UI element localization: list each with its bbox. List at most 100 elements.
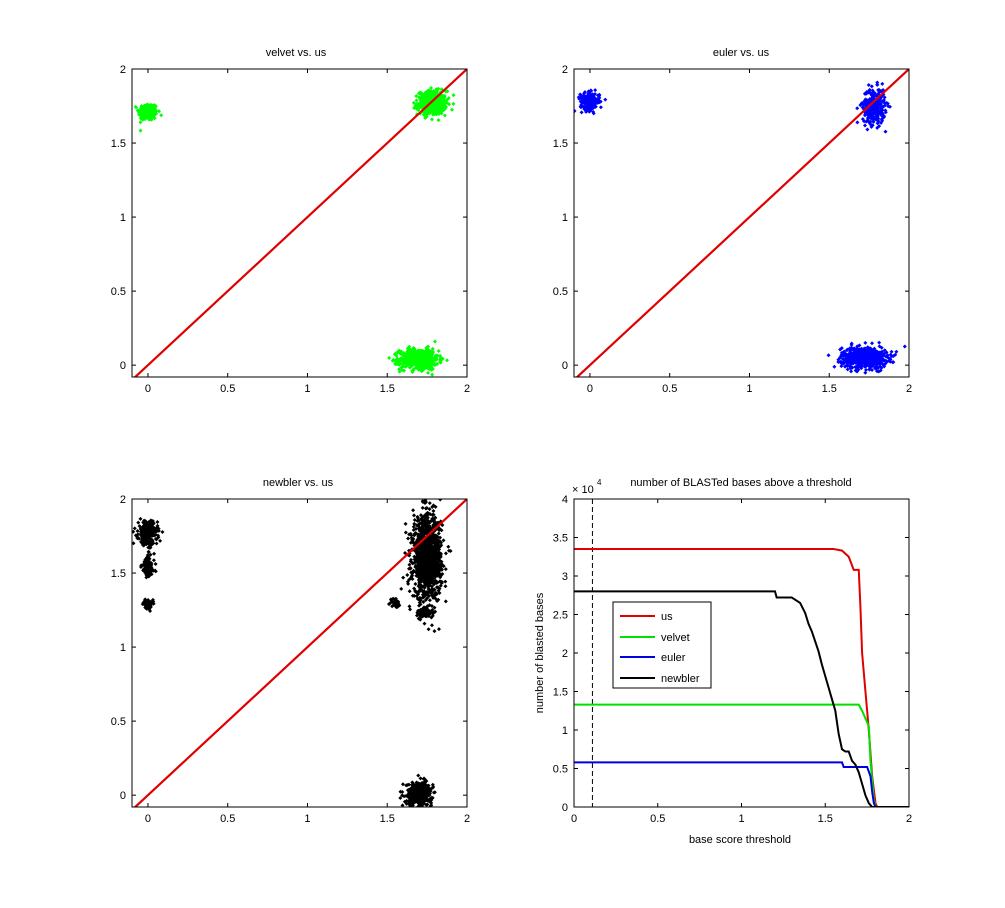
panel2-point <box>408 607 413 612</box>
panel0-point <box>426 370 431 375</box>
panel1-point <box>872 349 877 354</box>
panel1-point <box>894 349 899 354</box>
panel2-point <box>386 602 391 607</box>
panel0-point <box>397 362 402 367</box>
panel2-point <box>398 796 403 801</box>
panel2-point <box>427 507 432 512</box>
panel1-point <box>869 122 874 127</box>
panel2-point <box>441 538 446 543</box>
panel2-point <box>420 521 425 526</box>
panel2-point <box>135 536 140 541</box>
panel2-point <box>439 540 444 545</box>
panel2-point <box>155 519 160 524</box>
panel0-point <box>426 344 431 349</box>
series-line-newbler <box>574 590 909 807</box>
panel2-point <box>429 623 434 628</box>
panel0-point <box>419 369 424 374</box>
panel1-point <box>592 95 597 100</box>
panel1-point <box>879 120 884 125</box>
velvet-vs-us-axes-frame <box>131 68 468 378</box>
panel1-point <box>839 364 844 369</box>
panel2-point <box>418 808 422 812</box>
panel1-point <box>848 366 853 371</box>
panel2-point <box>431 554 436 559</box>
panel1-point <box>865 118 870 123</box>
panel2-point <box>424 581 429 586</box>
panel1-point <box>589 103 594 108</box>
panel0-point <box>157 109 162 114</box>
panel1-point <box>866 354 871 359</box>
panel0-point <box>430 372 435 377</box>
panel2-point <box>430 513 435 518</box>
panel2-point <box>423 529 428 534</box>
panel2-point <box>408 566 413 571</box>
panel0-point <box>152 116 157 121</box>
panel1-point <box>889 349 894 354</box>
panel2-cluster-4 <box>386 596 402 610</box>
panel2-point <box>427 809 431 813</box>
blasted-bases-plot: 0 0.5 1 1.5 200.511.522.533.54 <box>553 494 912 825</box>
panel1-point <box>863 340 868 345</box>
panel1-point <box>590 92 595 97</box>
panel1-point <box>868 347 873 352</box>
panel2-cluster-1 <box>138 549 158 580</box>
panel2-point <box>412 794 417 799</box>
panel2-point <box>417 580 422 585</box>
panel2-point <box>148 552 153 557</box>
legend-label-newbler: newbler <box>661 673 700 685</box>
panel2-point <box>443 579 448 584</box>
panel2-point <box>421 584 426 589</box>
panel0-point <box>424 348 429 353</box>
panel1-point <box>586 91 591 96</box>
panel2-point <box>406 782 411 787</box>
panel2-point <box>154 541 159 546</box>
panel0-xtick-label: 0 <box>145 383 151 395</box>
newbler-vs-us-plot: 0 0.5 1 1.5 200.511.52 <box>111 494 470 825</box>
panel2-point <box>143 566 148 571</box>
panel2-point <box>153 569 158 574</box>
panel2-point <box>160 529 165 534</box>
panel2-point <box>435 534 440 539</box>
panel0-point <box>395 356 400 361</box>
panel2-point <box>158 538 163 543</box>
panel2-point <box>420 500 425 505</box>
y-axis-label: number of blasted bases <box>534 592 546 713</box>
panel2-point <box>416 560 421 565</box>
panel2-marks <box>132 499 467 813</box>
panel2-point <box>421 612 426 617</box>
panel2-point <box>415 789 420 794</box>
panel0-point <box>430 366 435 371</box>
panel0-point <box>406 350 411 355</box>
panel2-point <box>138 516 143 521</box>
panel2-point <box>437 547 442 552</box>
panel2-point <box>435 537 440 542</box>
panel1-ytick-label: 2 <box>562 64 568 76</box>
panel0-cluster-1 <box>411 86 456 123</box>
panel2-point <box>412 513 417 518</box>
panel0-point <box>405 358 410 363</box>
panel2-point <box>411 540 416 545</box>
panel2-point <box>405 573 410 578</box>
panel2-point <box>135 528 140 533</box>
panel2-point <box>140 602 145 607</box>
panel1-point <box>598 105 603 110</box>
panel0-point <box>405 346 410 351</box>
panel2-point <box>424 798 429 803</box>
panel1-point <box>875 125 880 130</box>
panel1-point <box>848 358 853 363</box>
panel2-point <box>417 598 422 603</box>
panel2-point <box>140 542 145 547</box>
panel1-point <box>882 95 887 100</box>
panel0-point <box>434 104 439 109</box>
panel0-point <box>416 367 421 372</box>
panel2-ytick-label: 0.5 <box>111 716 126 728</box>
panel1-point <box>880 349 885 354</box>
panel0-point <box>397 369 402 374</box>
panel2-point <box>149 528 154 533</box>
panel2-point <box>417 574 422 579</box>
panel1-point <box>887 356 892 361</box>
panel1-point <box>858 352 863 357</box>
panel0-point <box>152 106 157 111</box>
panel2-point <box>428 589 433 594</box>
panel3-xtick-label: 0 <box>571 813 577 825</box>
